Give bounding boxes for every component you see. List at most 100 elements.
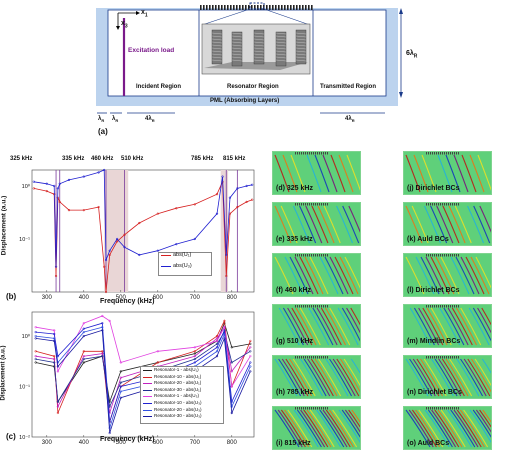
data-point bbox=[45, 189, 48, 193]
resonator-tooth bbox=[327, 152, 328, 155]
resonator-tooth bbox=[309, 203, 310, 206]
resonator-tooth bbox=[450, 407, 451, 410]
data-point bbox=[101, 314, 104, 318]
resonator-tooth bbox=[454, 305, 455, 308]
wave-stripe bbox=[440, 409, 466, 448]
excitation-label: Excitation load bbox=[128, 47, 175, 54]
data-point bbox=[215, 342, 219, 346]
resonator-tooth bbox=[434, 407, 435, 410]
resonator-tooth bbox=[309, 356, 310, 359]
resonator-tooth bbox=[325, 356, 326, 359]
wave-stripe bbox=[405, 358, 429, 397]
data-point bbox=[223, 326, 226, 329]
wave-stripe bbox=[456, 409, 482, 448]
resonator-tooth bbox=[296, 5, 298, 10]
resonator-tooth bbox=[307, 152, 308, 155]
pillar-texture bbox=[211, 35, 223, 38]
resonator-tooth bbox=[452, 356, 453, 359]
resonator-tooth bbox=[327, 407, 328, 410]
wave-stripe bbox=[460, 205, 478, 244]
resonator-tooth bbox=[446, 254, 447, 257]
pillar-texture bbox=[275, 59, 287, 62]
wave-stripe bbox=[296, 358, 320, 397]
wave-stripe bbox=[347, 358, 360, 380]
resonator-tooth bbox=[319, 407, 320, 410]
wave-stripe bbox=[475, 409, 491, 433]
data-point bbox=[193, 203, 196, 206]
data-point bbox=[193, 361, 196, 364]
data-point bbox=[119, 361, 122, 364]
wave-stripe bbox=[480, 256, 491, 279]
dim-4lambda-right: 4λR bbox=[345, 116, 355, 124]
wave-stripe bbox=[289, 256, 309, 295]
resonator-tooth bbox=[321, 152, 322, 155]
wave-stripe bbox=[307, 358, 331, 397]
wave-stripe bbox=[348, 205, 360, 233]
resonator-tooth bbox=[436, 254, 437, 257]
wave-stripe bbox=[409, 358, 433, 397]
data-point bbox=[82, 175, 85, 178]
data-point bbox=[156, 212, 159, 215]
wave-stripe bbox=[344, 256, 360, 289]
wave-stripe bbox=[475, 256, 491, 289]
data-point bbox=[215, 193, 219, 196]
x-tick-label: 400 bbox=[79, 440, 90, 446]
wave-stripe bbox=[468, 307, 490, 346]
resonator-tooth bbox=[456, 305, 457, 308]
resonator-tooth bbox=[297, 203, 298, 206]
wave-stripe bbox=[430, 205, 448, 244]
legend-entry: Resonator-20 - abs(U₁) bbox=[154, 380, 202, 386]
legend-entry: Resonator-30 - abs(U₁) bbox=[154, 386, 202, 392]
pillar-texture bbox=[231, 35, 243, 38]
data-point bbox=[97, 171, 100, 174]
resonator-tooth bbox=[442, 356, 443, 359]
data-point bbox=[104, 290, 108, 294]
resonator-tooth bbox=[215, 5, 217, 10]
data-point bbox=[215, 337, 219, 340]
wave-stripe bbox=[460, 307, 482, 346]
data-point bbox=[82, 334, 85, 338]
resonator-tooth bbox=[434, 203, 435, 206]
resonator-tooth bbox=[325, 152, 326, 155]
data-point bbox=[32, 187, 35, 190]
data-point bbox=[53, 361, 56, 364]
wave-stripe bbox=[456, 307, 478, 346]
data-point bbox=[223, 337, 226, 340]
tile-caption: (i) 815 kHz bbox=[276, 440, 311, 447]
data-point bbox=[34, 337, 37, 340]
wave-stripe bbox=[405, 205, 423, 244]
resonator-tooth bbox=[321, 407, 322, 410]
wave-stripe bbox=[325, 409, 351, 448]
wave-stripe bbox=[294, 256, 314, 295]
wave-stripe bbox=[312, 409, 338, 448]
zoom-line bbox=[263, 8, 311, 26]
resonator-tooth bbox=[323, 356, 324, 359]
wave-stripe bbox=[337, 307, 359, 346]
wave-stripe bbox=[306, 154, 322, 193]
pillar-texture bbox=[231, 50, 243, 53]
resonator-tooth bbox=[456, 152, 457, 155]
resonator-tooth bbox=[321, 203, 322, 206]
x-tick-label: 700 bbox=[190, 295, 201, 301]
legend-swatch bbox=[143, 416, 152, 418]
y-tick-label: 10⁰ bbox=[22, 333, 31, 340]
wave-stripe bbox=[439, 307, 461, 346]
resonator-tooth bbox=[434, 356, 435, 359]
resonator-tooth bbox=[301, 203, 302, 206]
legend-swatch bbox=[161, 255, 171, 256]
resonator-tooth bbox=[299, 5, 301, 10]
wave-stripe bbox=[463, 358, 487, 397]
resonator-tooth bbox=[434, 152, 435, 155]
data-point bbox=[101, 355, 104, 358]
legend-swatch bbox=[143, 376, 152, 378]
resonator-tooth bbox=[450, 203, 451, 206]
wave-stripe bbox=[413, 307, 435, 346]
resonator-tooth bbox=[309, 305, 310, 308]
pillar-texture bbox=[253, 59, 265, 62]
wavefield-image bbox=[405, 152, 491, 193]
wave-stripe bbox=[477, 154, 491, 191]
legend-entry: abs(U₃) bbox=[173, 263, 192, 269]
resonator-tooth bbox=[454, 254, 455, 257]
data-point bbox=[249, 365, 252, 368]
data-point bbox=[101, 352, 104, 355]
